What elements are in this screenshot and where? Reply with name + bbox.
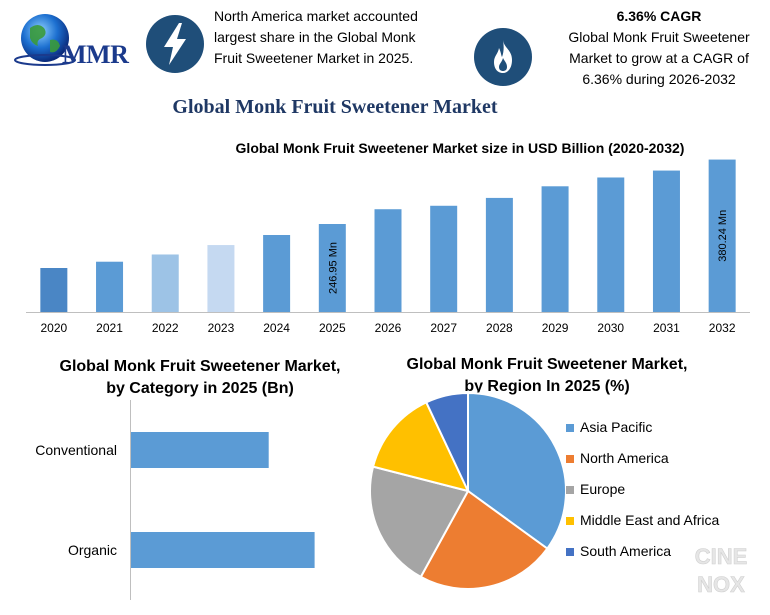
legend-swatch — [566, 548, 574, 557]
logo — [14, 14, 76, 66]
pie-slice-europe — [369, 465, 470, 579]
globe-icon — [14, 14, 76, 66]
category-chart-title: Global Monk Fruit Sweetener Market, by C… — [30, 356, 370, 400]
legend-swatch — [566, 517, 574, 526]
legend-item-asia-pacific: Asia Pacific — [566, 419, 652, 435]
watermark: CINE NOX — [694, 544, 748, 598]
x-tick-label: 2030 — [597, 321, 624, 335]
bar-conventional — [131, 432, 269, 468]
region-title-line1: Global Monk Fruit Sweetener Market, — [406, 356, 688, 373]
bar-2030 — [597, 177, 625, 312]
legend-label: Asia Pacific — [580, 419, 653, 435]
flame-icon — [474, 28, 532, 86]
region-chart-title: Global Monk Fruit Sweetener Market, by R… — [382, 354, 712, 398]
bar-2031 — [652, 170, 680, 312]
x-tick-label: 2027 — [430, 321, 457, 335]
x-tick-label: 2032 — [709, 321, 736, 335]
info-left-line1: North America market accounted — [214, 8, 418, 24]
info-left-line3: Fruit Sweetener Market in 2025. — [214, 50, 414, 66]
info-right-line1: Global Monk Fruit Sweetener — [568, 29, 750, 45]
legend-item-europe: Europe — [566, 481, 625, 497]
legend-item-south-america: South America — [566, 543, 671, 559]
bar-annotation: 380.24 Mn — [717, 210, 729, 262]
bar-organic — [131, 532, 315, 568]
bar-2023 — [207, 245, 235, 312]
x-tick-label: 2021 — [96, 321, 123, 335]
legend-label: Middle East and Africa — [580, 512, 720, 528]
info-left-line2: largest share in the Global Monk — [214, 29, 416, 45]
market-size-bar-chart: 2020 2021 2022 2023 2024 2025 2026 2027 2028 2029… — [26, 159, 750, 335]
logo-text: MMR — [62, 40, 129, 69]
bar-2029 — [541, 186, 569, 312]
region-title-line2: by Region In 2025 (%) — [464, 378, 630, 395]
pie-slice-north-america — [419, 489, 549, 590]
bar-2026 — [374, 209, 402, 312]
legend-label: South America — [580, 543, 672, 559]
watermark-line1: CINE — [695, 544, 748, 569]
info-north-america: North America market accounted largest s… — [214, 6, 464, 69]
legend-swatch — [566, 486, 574, 495]
legend-swatch — [566, 424, 574, 433]
bar-2022 — [151, 254, 179, 312]
info-right-line3: 6.36% during 2026-2032 — [582, 71, 736, 87]
category-title-line1: Global Monk Fruit Sweetener Market, — [59, 358, 341, 375]
legend-item-north-america: North America — [566, 450, 669, 466]
pie-slice-asia-pacific — [467, 391, 567, 551]
x-tick-label: 2028 — [486, 321, 513, 335]
pie-slice-middle-east-and-africa — [371, 400, 470, 493]
region-pie-chart — [369, 391, 567, 590]
y-tick-label: Organic — [68, 542, 117, 558]
bar-2028 — [485, 197, 513, 312]
x-tick-label: 2031 — [653, 321, 680, 335]
bar-2020 — [40, 268, 68, 312]
main-title: Global Monk Fruit Sweetener Market — [172, 96, 498, 118]
bar-chart-title: Global Monk Fruit Sweetener Market size … — [235, 140, 685, 156]
bar-2027 — [430, 205, 458, 312]
legend-item-middle-east-africa: Middle East and Africa — [566, 512, 719, 528]
x-tick-label: 2029 — [542, 321, 569, 335]
category-title-line2: by Category in 2025 (Bn) — [106, 380, 294, 397]
info-right-line2: Market to grow at a CAGR of — [569, 50, 749, 66]
bar-annotation: 246.95 Mn — [327, 242, 339, 294]
bar-2021 — [96, 261, 124, 312]
legend-swatch — [566, 455, 574, 464]
cagr-value: 6.36% CAGR — [616, 8, 702, 24]
pie-slice-south-america — [424, 391, 469, 492]
watermark-line2: NOX — [697, 572, 745, 597]
x-tick-label: 2026 — [375, 321, 402, 335]
bar-2032 — [708, 159, 736, 312]
x-tick-label: 2024 — [263, 321, 290, 335]
bar-2024 — [263, 235, 291, 312]
category-bar-chart: Conventional Organic — [35, 400, 315, 600]
legend-label: Europe — [580, 481, 626, 497]
lightning-bolt-icon — [146, 15, 204, 73]
legend-label: North America — [580, 450, 669, 466]
bar-2025 — [318, 224, 346, 312]
y-tick-label: Conventional — [35, 442, 117, 458]
x-tick-label: 2025 — [319, 321, 346, 335]
x-tick-label: 2020 — [40, 321, 67, 335]
x-tick-label: 2023 — [208, 321, 235, 335]
x-tick-label: 2022 — [152, 321, 179, 335]
info-cagr: 6.36% CAGR Global Monk Fruit Sweetener M… — [548, 6, 770, 90]
